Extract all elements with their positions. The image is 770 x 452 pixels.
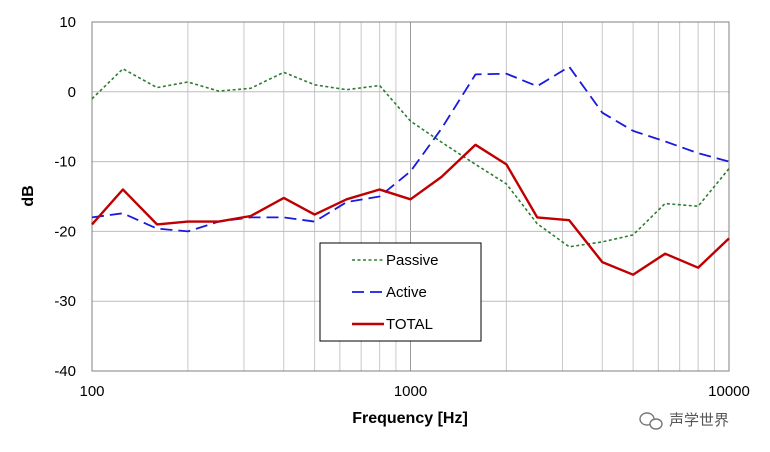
x-tick-labels: 100 1000 10000: [79, 383, 749, 400]
x-tick-label: 100: [79, 383, 104, 400]
y-tick-label: 10: [59, 14, 76, 31]
legend-label-passive: Passive: [386, 252, 439, 269]
series-lines: [91, 65, 730, 276]
series-line-passive: [91, 68, 730, 248]
x-axis-title: Frequency [Hz]: [352, 410, 468, 427]
legend-label-total: TOTAL: [386, 316, 433, 333]
wechat-icon: [639, 412, 663, 430]
y-axis-title: dB: [20, 185, 37, 206]
y-tick-label: -30: [54, 293, 76, 310]
legend-box: [319, 242, 482, 342]
watermark: 声学世界: [639, 411, 729, 430]
y-tick-label: -40: [54, 363, 76, 380]
y-tick-labels: 10 0 -10 -20 -30 -40: [54, 14, 76, 380]
legend: Passive Active TOTAL: [319, 242, 482, 342]
plot-border: [91, 21, 730, 372]
series-line-total: [91, 143, 730, 276]
y-tick-label: -10: [54, 154, 76, 171]
x-tick-label: 1000: [394, 383, 427, 400]
legend-label-active: Active: [386, 284, 427, 301]
y-tick-label: -20: [54, 223, 76, 240]
series-line-active: [91, 65, 730, 233]
watermark-text: 声学世界: [669, 411, 729, 429]
y-tick-label: 0: [68, 84, 76, 101]
x-tick-label: 10000: [708, 383, 750, 400]
